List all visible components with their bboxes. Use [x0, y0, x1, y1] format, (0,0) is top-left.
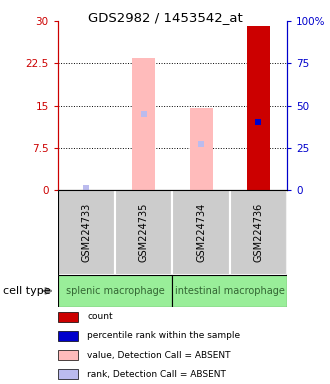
- Text: GSM224736: GSM224736: [253, 203, 263, 262]
- Text: intestinal macrophage: intestinal macrophage: [175, 286, 285, 296]
- Bar: [173, 190, 230, 275]
- Bar: [58, 275, 173, 307]
- Text: percentile rank within the sample: percentile rank within the sample: [87, 331, 241, 341]
- Bar: [247, 26, 270, 190]
- Text: GSM224735: GSM224735: [139, 203, 149, 262]
- Text: GDS2982 / 1453542_at: GDS2982 / 1453542_at: [88, 12, 242, 25]
- Bar: [190, 108, 213, 190]
- Text: value, Detection Call = ABSENT: value, Detection Call = ABSENT: [87, 351, 231, 360]
- Text: rank, Detection Call = ABSENT: rank, Detection Call = ABSENT: [87, 370, 226, 379]
- Text: cell type: cell type: [3, 286, 51, 296]
- Bar: [230, 190, 287, 275]
- Text: GSM224733: GSM224733: [82, 203, 91, 262]
- Text: splenic macrophage: splenic macrophage: [66, 286, 164, 296]
- Bar: [58, 369, 78, 379]
- Text: GSM224734: GSM224734: [196, 203, 206, 262]
- Bar: [173, 275, 287, 307]
- Bar: [132, 58, 155, 190]
- Bar: [58, 350, 78, 360]
- Bar: [58, 190, 115, 275]
- Bar: [58, 331, 78, 341]
- Bar: [115, 190, 173, 275]
- Bar: [58, 312, 78, 322]
- Text: count: count: [87, 312, 113, 321]
